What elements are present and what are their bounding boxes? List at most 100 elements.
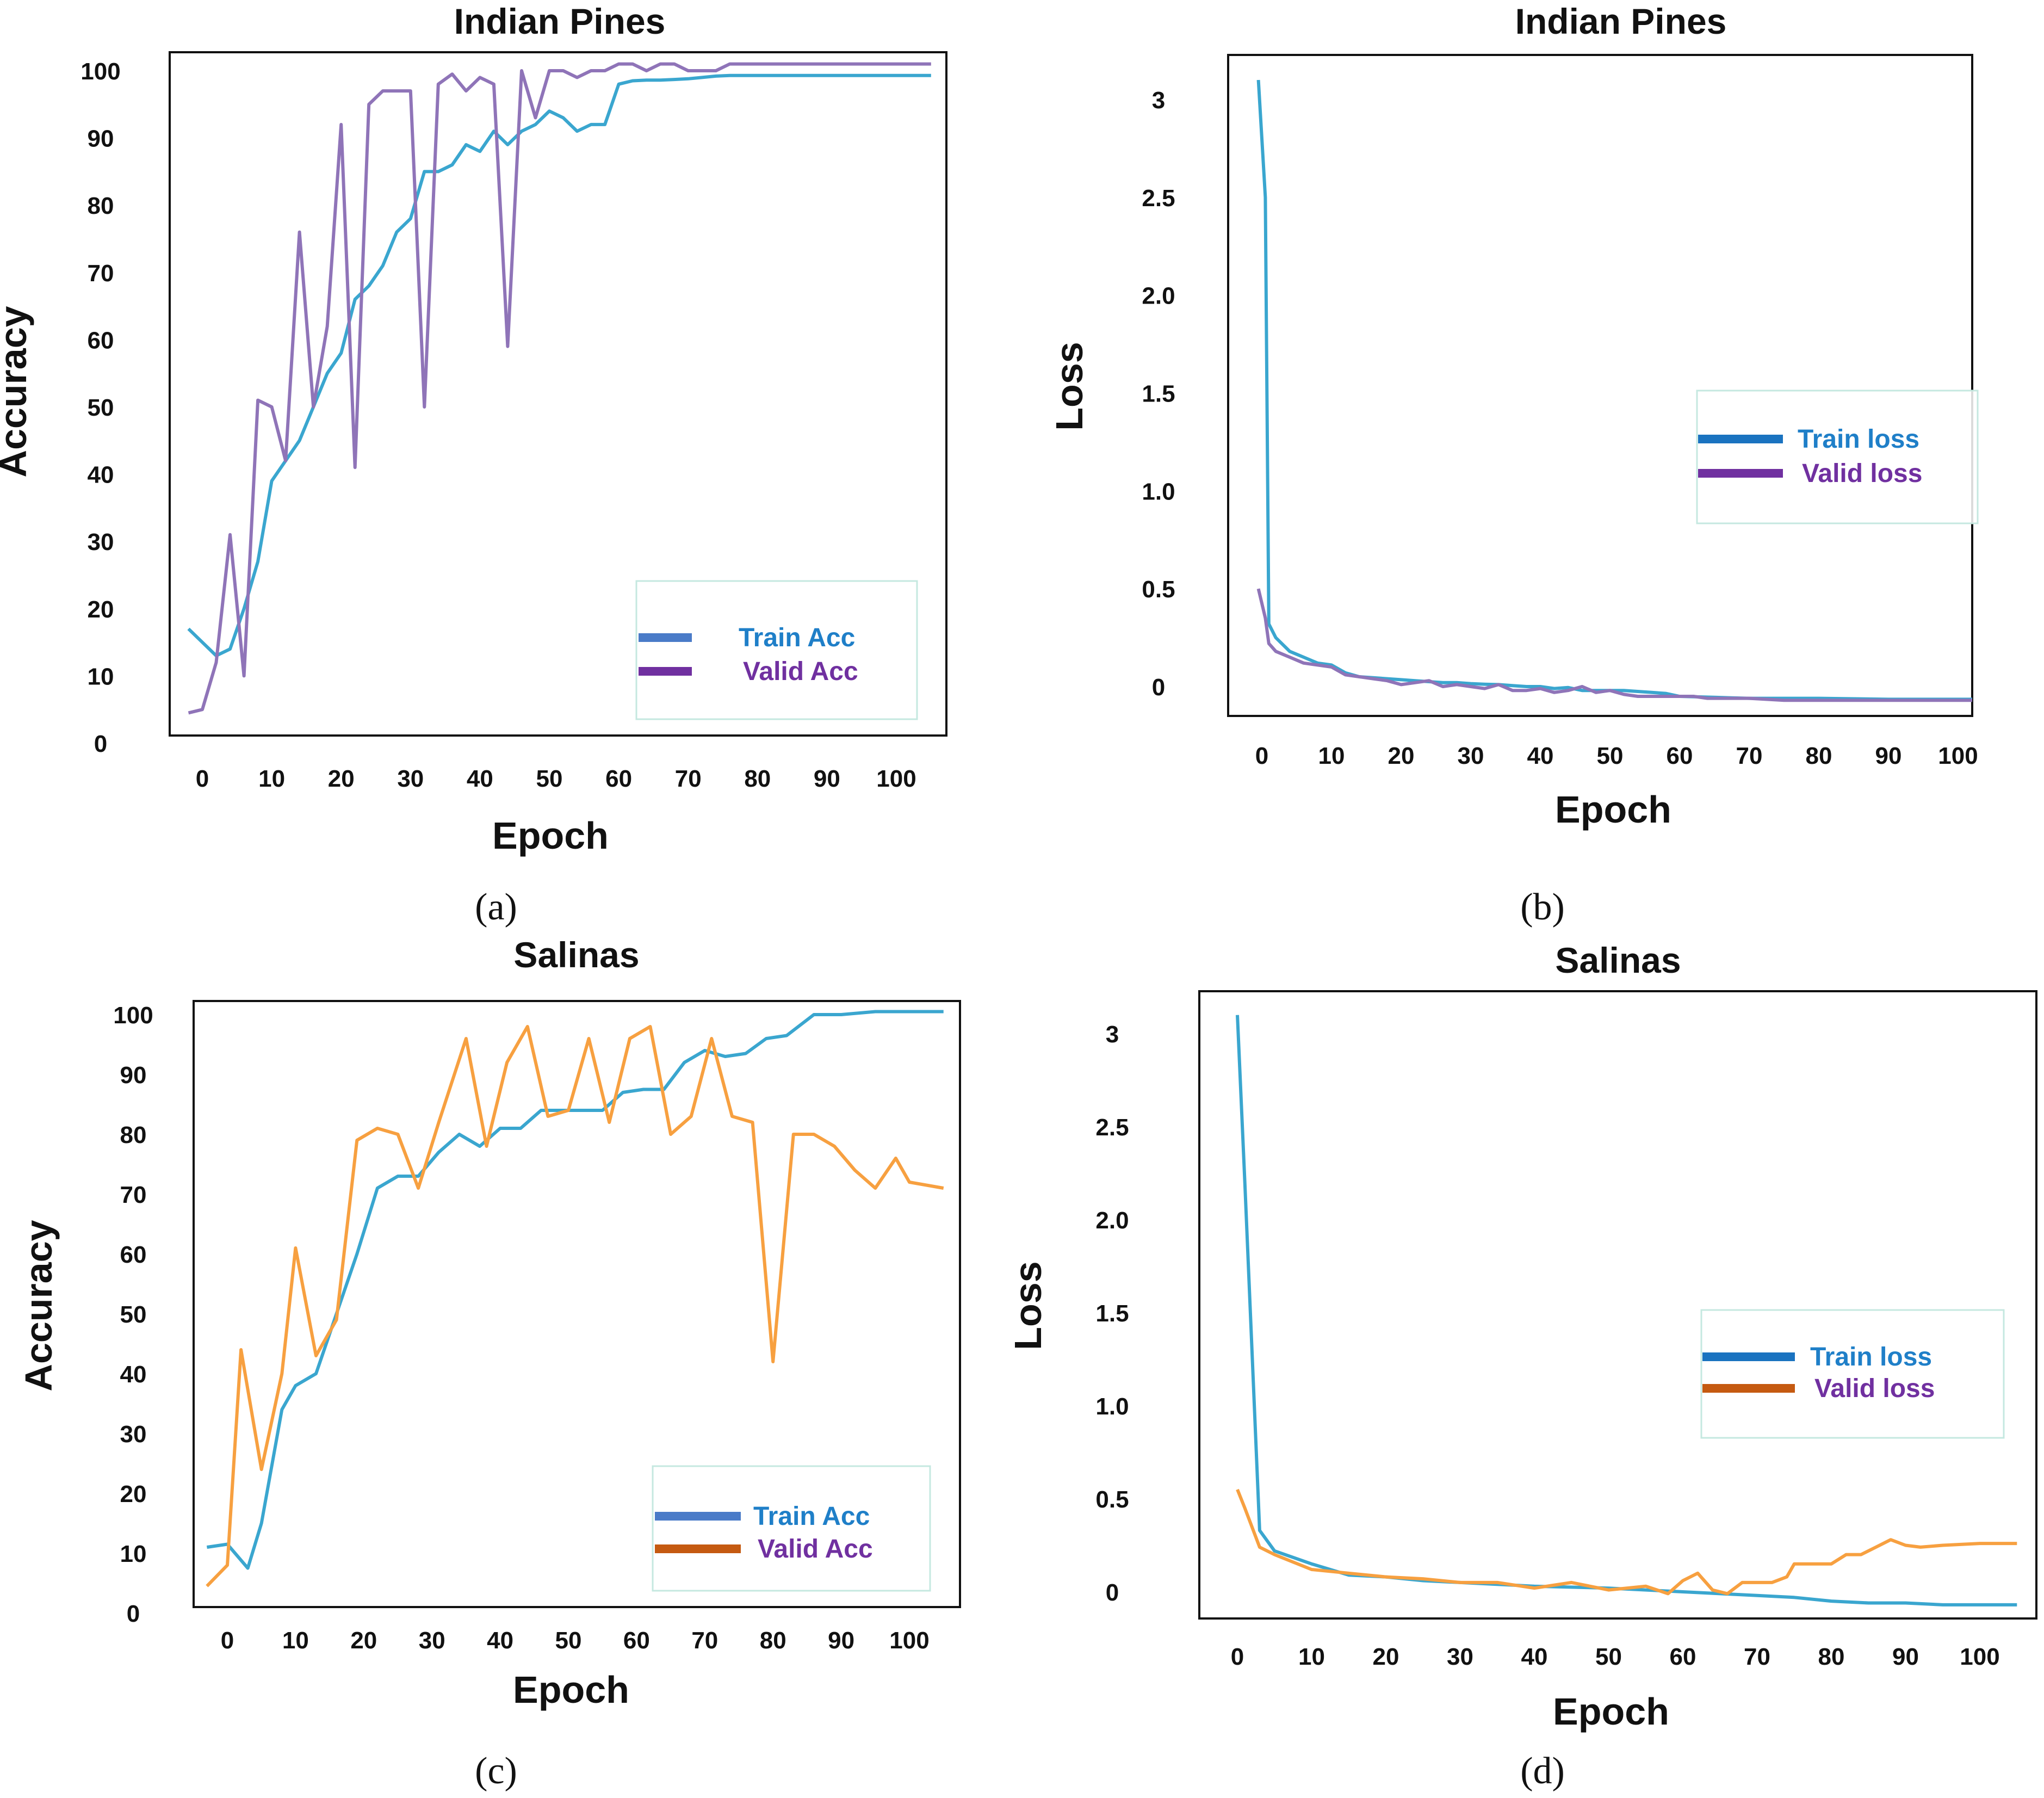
series-line-train-loss — [1256, 79, 1972, 701]
panel-caption: (b) — [1520, 886, 1565, 928]
y-tick-label: 30 — [88, 529, 114, 555]
x-tick-label: 30 — [419, 1627, 445, 1654]
legend-entry: Valid loss — [1814, 1374, 1935, 1403]
x-tick-label: 20 — [1373, 1643, 1399, 1670]
x-tick-label: 100 — [1938, 743, 1978, 769]
x-axis-label: Epoch — [1553, 1690, 1669, 1733]
x-tick-label: 90 — [1892, 1643, 1919, 1670]
chart-title: Salinas — [513, 935, 639, 975]
y-tick-label: 0 — [94, 731, 107, 757]
y-tick-label: 50 — [88, 394, 114, 421]
x-tick-label: 40 — [1527, 743, 1554, 769]
y-tick-label: 70 — [88, 260, 114, 287]
legend: Train Acc Valid Acc — [635, 580, 918, 720]
y-tick-label: 10 — [88, 663, 114, 690]
plot-frame — [1198, 990, 2037, 1620]
y-tick-label: 60 — [120, 1241, 147, 1268]
legend: Train loss Valid loss — [1700, 1309, 2005, 1439]
chart-title: Indian Pines — [1515, 1, 1727, 41]
x-tick-label: 10 — [1318, 743, 1345, 769]
y-tick-label: 2.5 — [1095, 1114, 1129, 1141]
x-axis-label: Epoch — [513, 1669, 629, 1711]
x-tick-label: 0 — [196, 765, 209, 792]
legend-entry: Valid Acc — [758, 1535, 873, 1564]
y-tick-label: 100 — [113, 1002, 153, 1029]
y-tick-label: 20 — [88, 596, 114, 623]
x-tick-label: 100 — [1960, 1643, 1999, 1670]
x-tick-label: 80 — [744, 765, 771, 792]
y-axis-label: Accuracy — [0, 306, 34, 477]
x-tick-label: 60 — [1670, 1643, 1696, 1670]
legend-entry: Valid loss — [1802, 459, 1922, 488]
series-line-train-loss — [1236, 1015, 2017, 1607]
chart-panel-a: Indian Pines Accuracy Epoch (a) 0 10 20 30 40 50 6… — [0, 1, 947, 928]
y-tick-label: 0.5 — [1142, 576, 1175, 603]
x-tick-label: 0 — [221, 1627, 234, 1654]
x-tick-label: 20 — [328, 765, 355, 792]
chart-title: Indian Pines — [454, 1, 666, 41]
y-tick-label: 70 — [120, 1182, 147, 1208]
x-tick-label: 40 — [1521, 1643, 1548, 1670]
x-tick-label: 60 — [605, 765, 632, 792]
y-tick-label: 2.5 — [1142, 185, 1175, 212]
x-tick-label: 0 — [1255, 743, 1268, 769]
x-tick-label: 60 — [623, 1627, 650, 1654]
y-axis-label: Accuracy — [17, 1220, 60, 1391]
legend-box — [652, 1465, 931, 1592]
y-tick-label: 80 — [120, 1122, 147, 1148]
y-tick-label: 80 — [88, 193, 114, 219]
y-tick-label: 10 — [120, 1541, 147, 1567]
x-tick-label: 100 — [876, 765, 916, 792]
y-tick-label: 20 — [120, 1481, 147, 1507]
x-tick-label: 40 — [467, 765, 493, 792]
plot-frame — [169, 51, 947, 737]
x-tick-label: 60 — [1667, 743, 1693, 769]
legend-entry: Train Acc — [739, 623, 855, 652]
series-line-valid-acc — [188, 62, 931, 715]
legend-entry: Train loss — [1810, 1343, 1932, 1371]
chart-panel-c: Salinas Accuracy Epoch (c) 0 10 20 30 40 50 60 70 80… — [17, 935, 961, 1792]
y-axis-label: Loss — [1007, 1261, 1049, 1350]
x-tick-label: 80 — [1806, 743, 1832, 769]
x-tick-label: 30 — [397, 765, 424, 792]
legend-entry: Train Acc — [753, 1502, 870, 1531]
legend: Train Acc Valid Acc — [652, 1465, 931, 1592]
series-line-train-acc — [187, 73, 931, 658]
series-line-train-acc — [206, 1010, 944, 1570]
y-tick-label: 1.0 — [1095, 1393, 1129, 1420]
panel-caption: (c) — [475, 1750, 517, 1792]
legend-box — [1700, 1309, 2005, 1439]
chart-title: Salinas — [1555, 940, 1681, 980]
y-axis-label: Loss — [1048, 342, 1091, 430]
x-tick-label: 10 — [282, 1627, 309, 1654]
y-tick-label: 3 — [1106, 1021, 1119, 1048]
y-tick-label: 90 — [88, 126, 114, 152]
x-tick-label: 70 — [691, 1627, 718, 1654]
x-tick-label: 0 — [1231, 1643, 1244, 1670]
x-tick-label: 10 — [258, 765, 285, 792]
y-tick-label: 3 — [1152, 87, 1165, 114]
x-tick-label: 90 — [828, 1627, 854, 1654]
y-tick-label: 1.5 — [1142, 381, 1175, 407]
x-axis-label: Epoch — [492, 814, 609, 857]
x-tick-label: 50 — [1597, 743, 1624, 769]
x-tick-label: 70 — [675, 765, 702, 792]
series-line-valid-loss — [1236, 1488, 2017, 1596]
series-line-valid-loss — [1256, 588, 1972, 702]
x-tick-label: 70 — [1744, 1643, 1770, 1670]
x-tick-label: 100 — [889, 1627, 929, 1654]
x-tick-label: 40 — [487, 1627, 513, 1654]
x-tick-label: 90 — [814, 765, 840, 792]
series-line-valid-acc — [206, 1025, 944, 1587]
legend-entry: Train loss — [1798, 425, 1919, 454]
x-tick-label: 30 — [1458, 743, 1484, 769]
x-tick-label: 50 — [555, 1627, 582, 1654]
x-tick-label: 90 — [1875, 743, 1902, 769]
x-axis-label: Epoch — [1555, 788, 1671, 831]
x-tick-label: 80 — [760, 1627, 786, 1654]
legend-box — [1696, 390, 1979, 524]
y-tick-label: 2.0 — [1095, 1207, 1129, 1234]
y-tick-label: 90 — [120, 1062, 147, 1089]
